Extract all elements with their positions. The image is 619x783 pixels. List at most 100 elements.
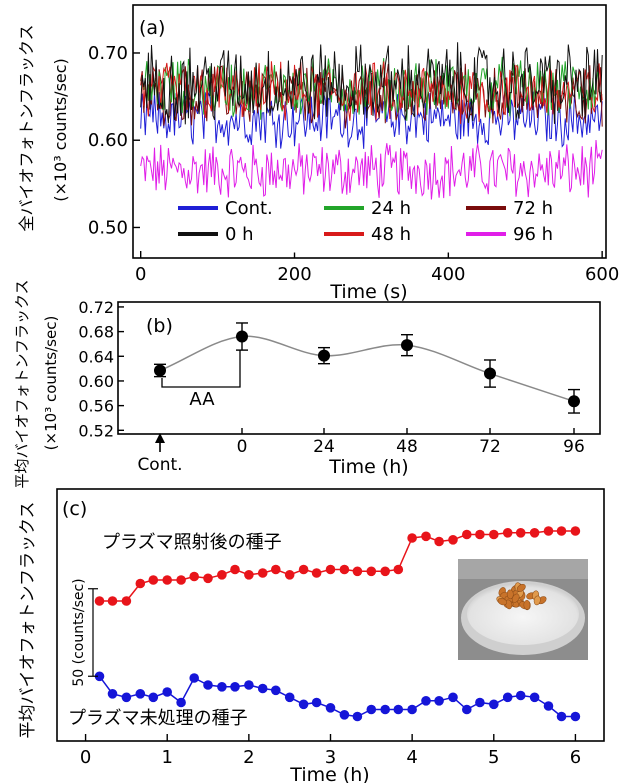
chart-a-y-tick-label: 0.50: [88, 217, 128, 238]
chart-c-point-treated: [352, 566, 363, 577]
chart-a: 0 200 400 600 0.50 0.60 0.70 (a) Time (s) 全バイ…: [17, 4, 619, 303]
chart-c-point-untreated: [189, 673, 199, 683]
chart-c-point-treated: [475, 529, 485, 540]
chart-c-point-treated: [421, 531, 431, 542]
chart-a-series-96h: [140, 139, 603, 200]
chart-c-point-untreated: [393, 704, 404, 715]
chart-c-point-treated: [448, 535, 458, 545]
chart-c-point-untreated: [570, 711, 581, 722]
chart-c-scale-bar: 50 (counts/sec): [71, 578, 98, 687]
chart-c-x-tick-label: 1: [161, 747, 172, 768]
chart-c-point-treated: [298, 564, 309, 575]
chart-c-x-tick-label: 6: [570, 747, 581, 768]
chart-c-point-untreated: [230, 682, 240, 692]
chart-b-y-axis-label: 平均バイオフォトンフラックス: [13, 279, 31, 488]
chart-c-x-tick-label: 4: [406, 747, 417, 768]
chart-c-point-untreated: [380, 704, 391, 715]
chart-c-point-treated: [543, 526, 554, 536]
chart-b-y-ticks: 0.52 0.56 0.60 0.64 0.68 0.72: [78, 298, 124, 440]
chart-b-y-tick-label: 0.72: [78, 298, 114, 317]
chart-b-x-tick-label: 96: [563, 437, 585, 457]
chart-b-arrow-head: [155, 433, 165, 443]
inset-seed: [511, 593, 520, 603]
chart-a-series-group: [140, 42, 603, 200]
chart-a-x-tick-label: 600: [585, 264, 619, 285]
chart-a-y-ticks: 0.50 0.60 0.70: [88, 43, 140, 238]
chart-a-y-axis-label: 全バイオフォトンフラックス: [17, 24, 36, 231]
chart-c-point-untreated: [502, 692, 513, 703]
chart-b-y-axis-unit: (×10³ counts/sec): [42, 316, 60, 451]
chart-b-x-tick-label: 48: [396, 437, 418, 457]
chart-b-aa-bracket: [161, 350, 241, 388]
chart-b-point: [154, 364, 166, 377]
chart-c-point-untreated: [556, 711, 567, 722]
chart-b-point: [568, 395, 580, 408]
chart-b-x-ticks: Cont. 0 24 48 72 96: [137, 428, 585, 475]
chart-b-x-tick-label: 0: [237, 437, 248, 457]
chart-c-point-untreated: [366, 704, 377, 715]
chart-c-point-untreated: [94, 671, 105, 682]
chart-c-x-tick-label: 2: [243, 747, 254, 768]
chart-c-x-tick-label: 3: [325, 747, 336, 768]
chart-c-point-untreated: [325, 703, 336, 713]
inset-seed: [523, 599, 531, 610]
chart-c-point-untreated: [475, 697, 485, 708]
chart-a-series-0h: [140, 42, 603, 125]
chart-c-point-untreated: [407, 704, 417, 715]
chart-c-point-treated: [325, 564, 336, 575]
chart-b-cont-arrow: [155, 433, 165, 452]
chart-c-x-tick-label: 5: [488, 747, 499, 768]
chart-c-point-treated: [176, 575, 186, 585]
chart-c-point-untreated: [448, 692, 458, 703]
chart-b-frame: [117, 301, 601, 435]
chart-c-point-treated: [339, 564, 350, 575]
chart-b-y-tick-label: 0.60: [78, 372, 114, 391]
chart-b-x-axis-label: Time (h): [328, 456, 408, 478]
chart-a-x-tick-label: 400: [431, 264, 465, 285]
chart-c-point-untreated: [107, 689, 118, 699]
chart-a-x-axis-label: Time (s): [329, 281, 407, 303]
chart-b-y-tick-label: 0.64: [78, 347, 114, 366]
chart-c-point-treated: [257, 568, 268, 578]
chart-c-point-treated: [489, 529, 499, 540]
chart-c-point-untreated: [257, 683, 268, 694]
inset-seed: [497, 598, 508, 606]
chart-c-point-treated: [284, 570, 295, 580]
chart-c-point-untreated: [298, 699, 309, 710]
chart-a-x-tick-label: 200: [277, 264, 311, 285]
chart-c-y-axis-label: 平均バイオフォトンフラックス: [18, 502, 38, 739]
chart-c-point-untreated: [421, 696, 431, 706]
chart-a-legend: Cont. 24 h 72 h 0 h 48 h 96 h: [169, 198, 573, 253]
chart-a-legend-items: Cont. 24 h 72 h 0 h 48 h 96 h: [178, 198, 553, 245]
chart-c-point-treated: [393, 564, 404, 575]
chart-c-point-treated: [121, 596, 132, 606]
chart-a-series-24h: [140, 55, 603, 121]
chart-c-point-treated: [502, 528, 513, 538]
chart-a-y-axis-unit: (×10³ counts/sec): [51, 58, 70, 202]
chart-c-point-treated: [434, 536, 444, 547]
chart-c-point-treated: [230, 564, 240, 575]
chart-b-y-tick-label: 0.68: [78, 323, 114, 342]
chart-a-legend-label: 72 h: [513, 198, 553, 219]
chart-c-point-untreated: [489, 699, 499, 710]
chart-a-legend-label: Cont.: [225, 198, 273, 219]
chart-c-point-untreated: [121, 692, 132, 703]
chart-c-point-untreated: [162, 687, 172, 697]
chart-c-point-treated: [148, 575, 159, 585]
chart-b-panel-label: (b): [146, 315, 173, 337]
chart-b-point: [318, 349, 330, 362]
chart-b-points: [154, 322, 580, 414]
chart-c-point-treated: [311, 568, 322, 578]
chart-c-point-untreated: [529, 692, 540, 703]
chart-c-point-treated: [407, 533, 417, 543]
chart-c-point-treated: [366, 566, 377, 577]
chart-b-x-tick-label: 72: [479, 437, 501, 457]
chart-c-point-untreated: [352, 711, 363, 722]
chart-c-point-untreated: [244, 680, 254, 690]
inset-seeds: [496, 582, 547, 611]
chart-c-x-tick-label: 0: [80, 747, 91, 768]
chart-b-y-tick-label: 0.52: [78, 421, 114, 440]
chart-b: Cont.0 24 48 72 96 0.520.560.600.640.680.72 …: [13, 279, 601, 489]
chart-c-point-treated: [107, 596, 118, 606]
